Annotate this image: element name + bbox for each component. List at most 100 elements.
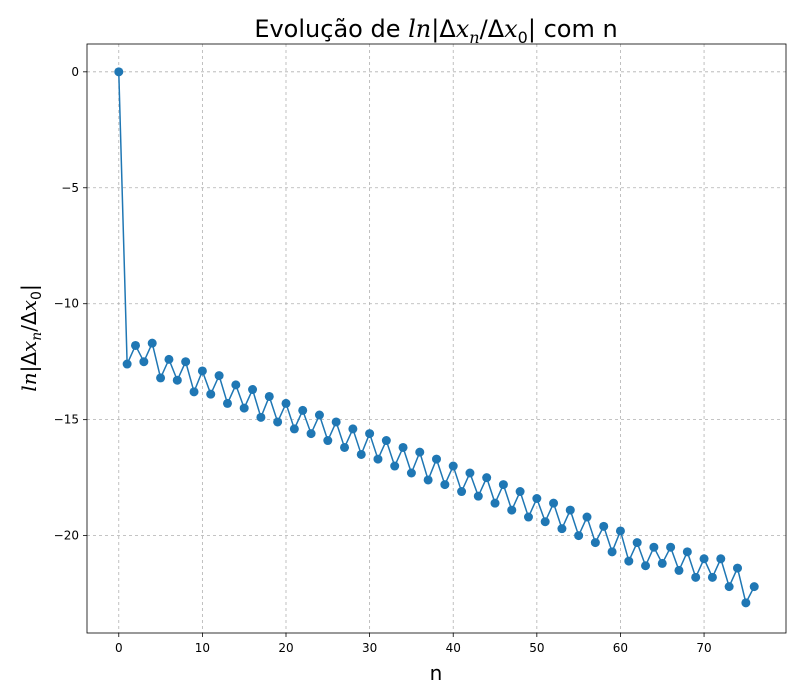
x-axis-label: n [430,661,443,685]
data-point [432,454,441,464]
data-point [716,554,726,564]
data-point [574,531,584,541]
x-tick-label: 30 [362,641,377,655]
data-point [632,538,642,548]
data-point [331,417,341,427]
title-suffix: com n [536,15,618,43]
ylabel-math-sub-0: 0 [29,291,45,300]
data-point [741,598,751,608]
data-point [440,480,450,490]
data-point [565,505,575,515]
data-point [231,380,241,390]
data-point [139,357,149,367]
data-point [147,338,157,348]
data-point [340,442,350,452]
data-point [707,572,717,582]
data-point [365,429,375,439]
title-math-delta-2: Δ [488,15,505,43]
data-point [733,563,743,573]
data-point [590,538,600,548]
data-point [206,389,216,399]
data-point [624,556,634,566]
title-prefix: Evolução de [254,15,408,43]
data-point [523,512,533,522]
data-point [356,449,366,459]
data-point [540,517,550,527]
y-tick-label: −15 [54,413,79,427]
data-point [348,424,358,434]
data-point [406,468,416,478]
title-math-x-1: x [456,15,470,43]
tick-labels: 0 10 20 30 40 50 60 70 0 −5 −10 −15 −20 [54,65,712,655]
data-point [607,547,617,557]
data-point [273,417,283,427]
data-point [666,542,676,552]
data-point [498,480,508,490]
x-tick-label: 10 [195,641,210,655]
ylabel-math-delta-2: Δ [17,311,41,325]
data-point [641,561,651,571]
ylabel-math-sub-n: n [29,332,45,341]
title-math-sub-0: 0 [518,28,528,47]
data-point [465,468,475,478]
data-point [423,475,433,485]
title-math-x-2: x [504,15,518,43]
y-tick-label: −5 [61,181,79,195]
data-point [724,582,734,592]
data-point [239,403,249,413]
data-point [448,461,458,471]
data-point [264,391,274,401]
data-point [582,512,592,522]
title-math-ln: ln [408,15,431,43]
data-point [164,354,174,364]
ticks [83,71,705,637]
data-point [222,398,232,408]
ylabel-math-delta-1: Δ [17,352,41,366]
ylabel-math-slash: / [17,325,41,332]
data-point [189,387,199,397]
ylabel-math-x-1: x [17,341,41,352]
data-point [674,565,684,575]
data-point [649,542,659,552]
data-point [390,461,400,471]
plot-frame [86,43,787,634]
y-tick-label: 0 [71,65,79,79]
data-point [482,473,492,483]
chart-title: Evolução de ln|Δxn/Δx0| com n [254,15,617,47]
data-point [256,412,266,422]
data-point [398,442,408,452]
data-point [122,359,132,369]
title-math-delta-1: Δ [439,15,456,43]
data-point [691,572,701,582]
data-point [172,375,182,385]
data-point [114,67,124,77]
data-point [599,521,609,531]
data-point [248,385,258,395]
data-point [749,582,759,592]
data-point [415,447,425,457]
data-point [507,505,517,515]
data-point [181,357,191,367]
data-point [490,498,500,508]
ylabel-math-bar-close: | [17,284,41,291]
data-point [699,554,709,564]
x-tick-label: 20 [278,641,293,655]
ylabel-math-x-2: x [17,300,41,311]
data-point [473,491,483,501]
y-tick-label: −10 [54,297,79,311]
data-point [156,373,166,383]
x-tick-label: 50 [529,641,544,655]
data-point [298,405,308,415]
ylabel-math-bar-open: | [17,366,41,373]
data-point [682,547,692,557]
grid [87,44,786,633]
data-point [381,436,391,446]
title-math-bar-close: | [528,15,536,43]
data-point [323,436,333,446]
series [114,67,759,608]
ylabel-math-ln: ln [17,372,41,391]
x-tick-label: 70 [696,641,711,655]
data-point [306,429,316,439]
x-tick-label: 0 [115,641,123,655]
